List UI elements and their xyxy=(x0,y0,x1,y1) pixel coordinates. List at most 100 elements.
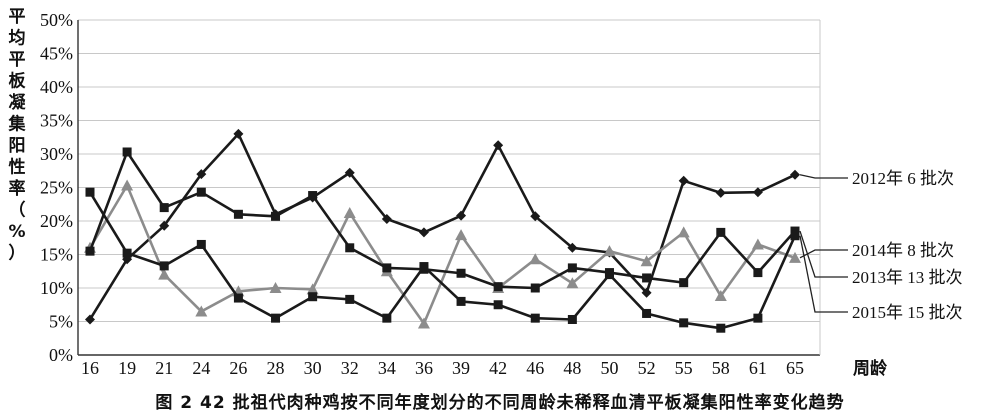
legend-entry: 2015年 15 批次 xyxy=(799,235,963,322)
y-axis-title-char: 阳 xyxy=(9,136,26,156)
data-point xyxy=(419,262,429,272)
data-point xyxy=(789,251,801,263)
data-point xyxy=(456,210,467,221)
data-point xyxy=(455,229,468,241)
legend-label: 2013年 13 批次 xyxy=(852,268,963,287)
data-point xyxy=(159,220,170,231)
y-axis-title-char: 平 xyxy=(9,7,26,27)
data-point xyxy=(715,187,726,198)
data-point xyxy=(530,283,540,293)
legend-leader-line xyxy=(799,249,848,259)
data-point xyxy=(121,179,134,191)
data-point xyxy=(567,314,577,324)
legend-entry: 2012年 6 批次 xyxy=(799,169,954,188)
y-axis-title-char: 板 xyxy=(9,71,27,92)
y-tick-label: 40% xyxy=(40,77,73,97)
data-point xyxy=(753,268,763,278)
data-point xyxy=(345,294,355,304)
x-tick-label: 26 xyxy=(229,358,247,378)
y-tick-label: 10% xyxy=(40,278,73,298)
data-point xyxy=(790,226,800,236)
data-point xyxy=(158,268,171,280)
data-point xyxy=(530,211,541,222)
y-axis-title-char: （ xyxy=(9,200,26,221)
y-tick-label: 15% xyxy=(40,245,73,265)
data-point xyxy=(122,147,132,157)
legend-entry: 2014年 8 批次 xyxy=(799,241,954,260)
data-point xyxy=(640,255,653,267)
data-point xyxy=(345,243,355,253)
data-point xyxy=(456,268,466,278)
data-point xyxy=(382,263,392,273)
data-point xyxy=(714,290,727,302)
data-point xyxy=(381,213,392,224)
data-point xyxy=(641,287,652,298)
data-point xyxy=(306,283,319,295)
x-tick-label: 58 xyxy=(712,358,730,378)
data-point xyxy=(195,305,208,317)
series-line xyxy=(88,191,797,330)
x-tick-label: 34 xyxy=(378,358,396,378)
series-group xyxy=(85,187,800,333)
x-tick-label: 65 xyxy=(786,358,804,378)
data-point xyxy=(196,169,207,180)
data-point xyxy=(343,206,356,218)
legend-leader-line xyxy=(799,235,848,313)
data-point xyxy=(233,293,243,303)
series-line xyxy=(88,132,796,321)
series-line xyxy=(88,184,796,325)
data-point xyxy=(790,169,800,180)
data-point xyxy=(529,253,542,265)
data-point xyxy=(642,308,652,318)
x-tick-label: 19 xyxy=(118,358,136,378)
x-tick-label: 48 xyxy=(563,358,581,378)
data-point xyxy=(271,211,281,221)
y-axis-title-char: 集 xyxy=(8,114,27,135)
y-axis-title-char: % xyxy=(8,222,25,242)
y-axis-title-char: 率 xyxy=(9,178,26,199)
data-point xyxy=(493,140,504,151)
y-tick-label: 0% xyxy=(49,345,73,365)
y-tick-label: 30% xyxy=(40,144,73,164)
legend-entry: 2013年 13 批次 xyxy=(799,230,963,287)
y-tick-label: 25% xyxy=(40,178,73,198)
data-point xyxy=(271,313,281,323)
data-point xyxy=(233,209,243,219)
data-point xyxy=(233,128,244,139)
y-axis-title-char: 凝 xyxy=(9,93,27,113)
y-tick-label: 45% xyxy=(40,44,73,64)
data-point xyxy=(566,277,579,289)
data-point xyxy=(122,248,132,258)
x-tick-label: 36 xyxy=(415,358,433,378)
x-tick-label: 55 xyxy=(675,358,693,378)
legend-leader-line xyxy=(799,230,848,278)
data-point xyxy=(159,203,169,213)
data-point xyxy=(85,187,95,197)
data-point xyxy=(753,313,763,323)
data-point xyxy=(308,191,318,201)
data-point xyxy=(790,231,800,241)
y-tick-label: 50% xyxy=(40,10,73,30)
data-point xyxy=(196,187,206,197)
data-point xyxy=(530,313,540,323)
y-axis-title-char: ） xyxy=(9,243,26,264)
data-point xyxy=(85,246,95,256)
data-point xyxy=(196,239,206,249)
x-tick-label: 21 xyxy=(155,358,173,378)
data-point xyxy=(493,282,503,292)
x-tick-label: 16 xyxy=(81,358,99,378)
legend-label: 2014年 8 批次 xyxy=(852,241,954,260)
data-point xyxy=(716,323,726,333)
series-group xyxy=(85,147,800,293)
data-point xyxy=(308,292,318,302)
data-point xyxy=(751,238,764,250)
x-axis-title: 周龄 xyxy=(853,358,888,379)
x-tick-label: 46 xyxy=(526,358,544,378)
figure-caption: 图 2 42 批祖代肉种鸡按不同年度划分的不同周龄未稀释血清平板凝集阳性率变化趋… xyxy=(155,393,845,413)
legend-label: 2012年 6 批次 xyxy=(852,169,954,188)
x-tick-label: 39 xyxy=(452,358,470,378)
data-point xyxy=(382,313,392,323)
data-point xyxy=(716,227,726,237)
